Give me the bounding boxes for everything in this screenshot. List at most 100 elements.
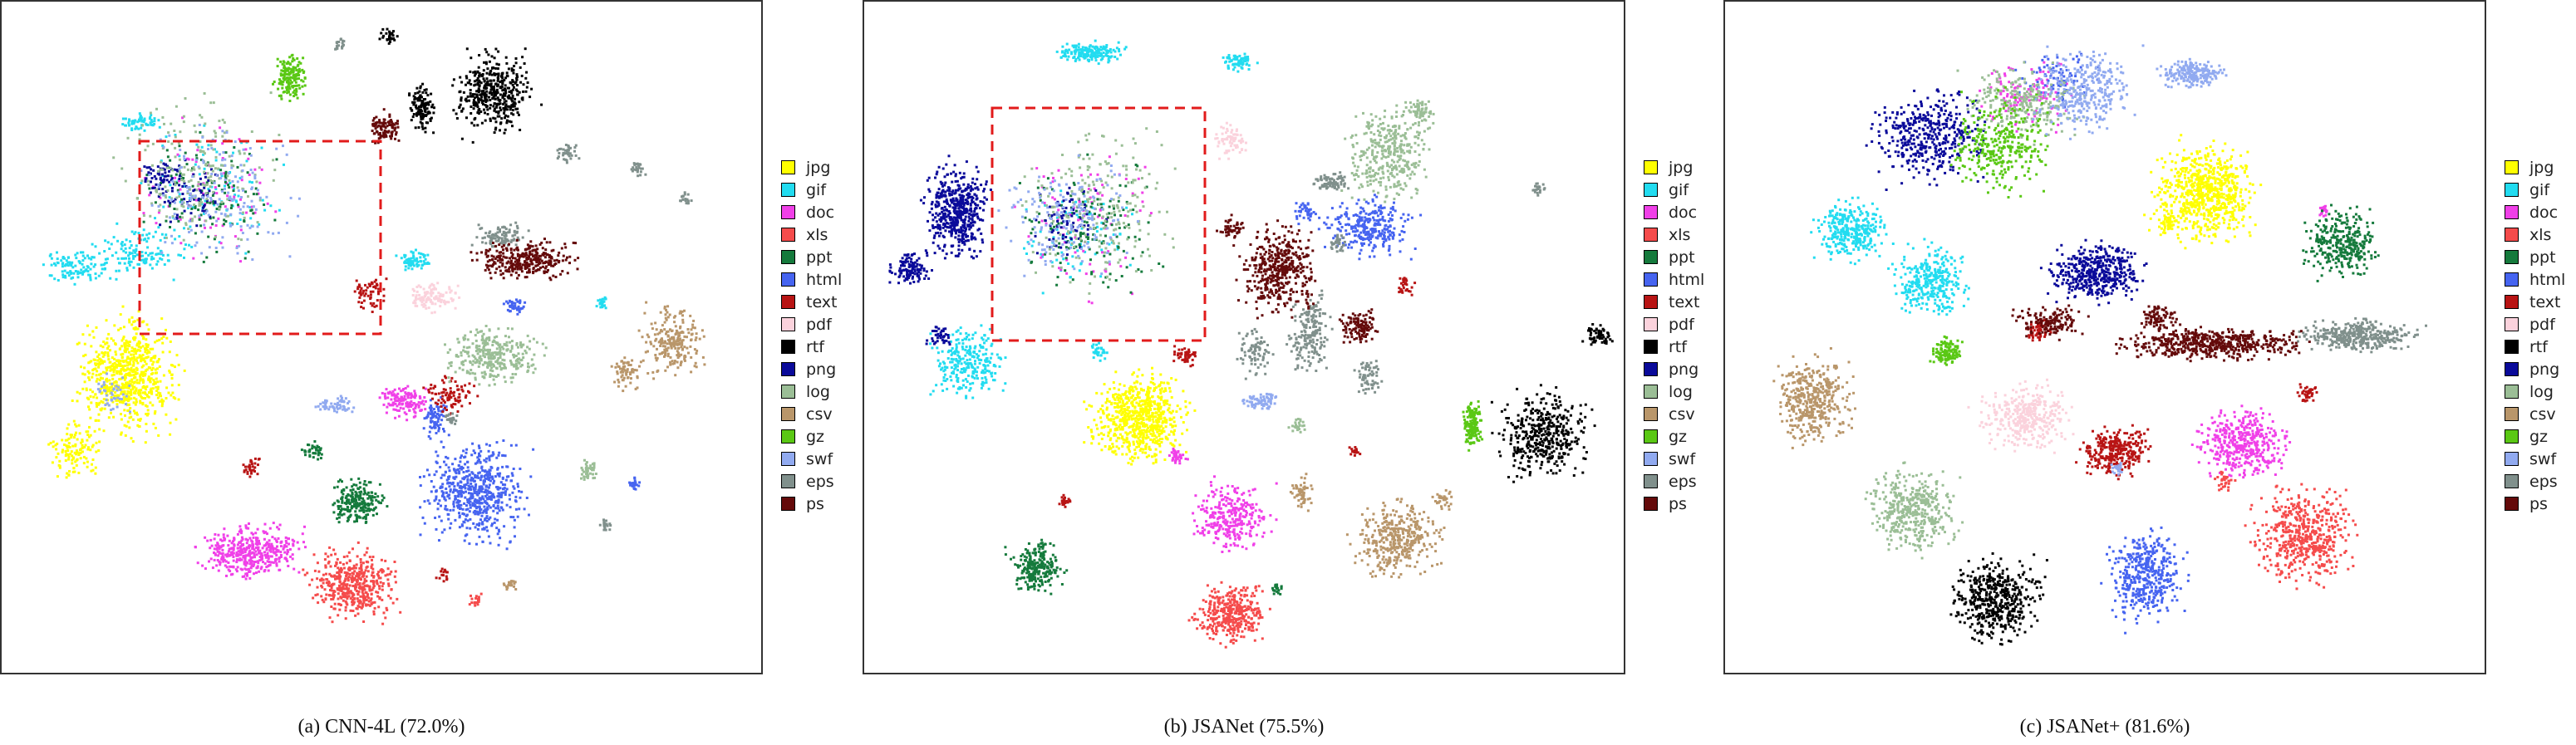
scatter-point [404, 391, 407, 395]
scatter-point [370, 566, 373, 569]
scatter-point [345, 586, 348, 590]
scatter-point [180, 198, 184, 201]
scatter-point [501, 96, 504, 99]
scatter-point [197, 181, 200, 184]
scatter-point [139, 115, 142, 117]
scatter-point [489, 473, 491, 477]
scatter-point [142, 258, 145, 262]
scatter-point [148, 391, 150, 395]
scatter-point [432, 131, 435, 135]
scatter-point [436, 297, 439, 300]
scatter-point [104, 267, 106, 270]
scatter-point [222, 560, 225, 563]
scatter-point [66, 453, 70, 456]
scatter-point [455, 468, 459, 472]
scatter-point [441, 473, 445, 477]
scatter-point [477, 99, 480, 102]
scatter-point [91, 444, 95, 447]
scatter-point [125, 267, 129, 270]
scatter-point [478, 485, 481, 488]
scatter-point [519, 344, 522, 346]
scatter-point [97, 353, 101, 356]
scatter-point [323, 588, 327, 591]
scatter-point [134, 251, 137, 254]
scatter-point [391, 32, 394, 35]
scatter-point [147, 350, 150, 353]
scatter-point [471, 371, 474, 375]
scatter-point [170, 174, 173, 178]
scatter-point [458, 472, 461, 475]
scatter-point [477, 472, 480, 475]
scatter-point [463, 539, 466, 542]
scatter-point [487, 478, 490, 482]
scatter-point [124, 247, 127, 250]
scatter-point [128, 371, 131, 375]
scatter-point [101, 401, 105, 404]
scatter-point [278, 134, 281, 136]
scatter-point [434, 411, 436, 414]
scatter-point [432, 408, 435, 411]
scatter-point [232, 184, 235, 188]
scatter-point [465, 83, 467, 86]
scatter-point [75, 458, 78, 462]
scatter-point [485, 77, 489, 81]
scatter-point [417, 263, 420, 267]
scatter-point [501, 89, 504, 92]
scatter-point [203, 167, 206, 170]
scatter-point [509, 444, 513, 447]
scatter-point [168, 350, 171, 354]
scatter-point [152, 422, 155, 425]
scatter-point [351, 578, 354, 581]
scatter-point [433, 106, 435, 110]
scatter-point [342, 582, 345, 586]
scatter-point [468, 346, 471, 349]
scatter-point [154, 201, 157, 204]
scatter-point [133, 338, 136, 341]
scatter-point [177, 363, 180, 366]
scatter-point [60, 259, 63, 262]
scatter-point [308, 453, 312, 457]
scatter-point [435, 413, 439, 415]
scatter-point [360, 287, 363, 290]
scatter-point [75, 449, 78, 453]
scatter-point [459, 485, 462, 488]
scatter-point [510, 304, 514, 307]
scatter-point [153, 174, 156, 178]
scatter-point [474, 96, 477, 100]
scatter-point [180, 179, 184, 182]
scatter-point [474, 339, 478, 342]
scatter-point [356, 605, 360, 608]
scatter-point [117, 394, 120, 397]
scatter-point [163, 236, 166, 239]
scatter-point [169, 340, 172, 343]
scatter-point [182, 238, 185, 242]
scatter-point [330, 574, 332, 577]
scatter-point [351, 592, 354, 595]
scatter-point [337, 597, 340, 600]
scatter-point [496, 512, 499, 515]
scatter-point [465, 527, 469, 530]
scatter-point [103, 250, 106, 252]
scatter-point [479, 501, 482, 504]
scatter-point [483, 108, 485, 111]
scatter-point [124, 350, 127, 354]
scatter-point [454, 292, 457, 295]
scatter-point [540, 103, 543, 106]
scatter-point [447, 301, 450, 304]
scatter-point [393, 575, 396, 578]
scatter-point [115, 365, 118, 369]
scatter-point [449, 387, 452, 390]
scatter-point [120, 392, 123, 395]
scatter-point [355, 517, 358, 521]
scatter-point [333, 502, 337, 505]
scatter-point [150, 257, 153, 261]
scatter-point [512, 71, 515, 75]
scatter-point [115, 251, 118, 254]
scatter-point [491, 493, 494, 496]
scatter-point [346, 583, 349, 586]
scatter-point [243, 554, 245, 557]
scatter-point [424, 98, 427, 100]
scatter-point [143, 374, 146, 377]
scatter-point [414, 406, 417, 409]
scatter-point [216, 546, 219, 549]
